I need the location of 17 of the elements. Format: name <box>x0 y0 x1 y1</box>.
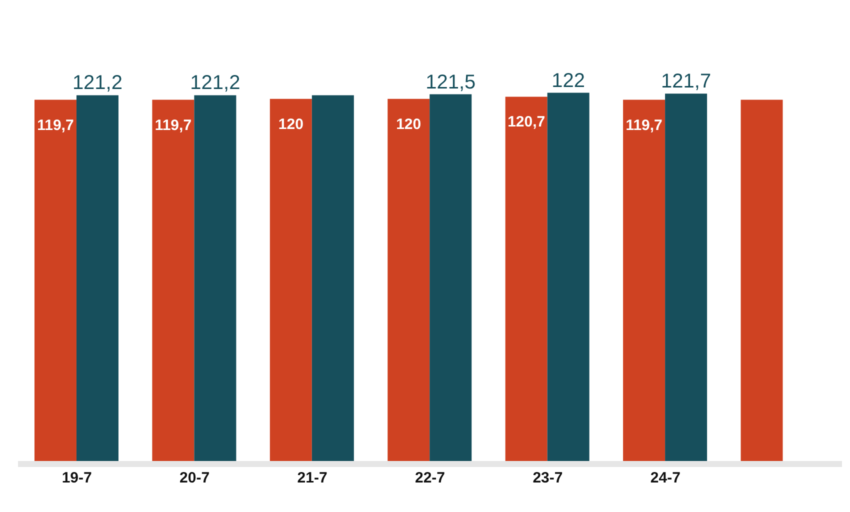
data-label: 121,2 <box>190 72 240 94</box>
data-label: 119,7 <box>37 116 74 134</box>
data-label: 122 <box>552 70 586 92</box>
x-tick-label: 22-7 <box>414 470 446 487</box>
data-label: 120 <box>396 116 422 133</box>
x-tick-label: 19-7 <box>62 470 92 487</box>
data-label: 119,7 <box>154 116 192 134</box>
data-label: 121,7 <box>661 70 712 93</box>
data-label: 120 <box>278 116 304 133</box>
x-tick-label: 23-7 <box>532 470 563 487</box>
data-label: 120,7 <box>508 114 546 131</box>
data-label: 119,7 <box>626 116 662 134</box>
x-tick-label: 24-7 <box>650 470 680 487</box>
data-label: 121,2 <box>72 72 123 94</box>
x-tick-label: 21-7 <box>297 470 328 487</box>
data-label: 121,5 <box>426 71 476 94</box>
x-tick-label: 20-7 <box>180 470 210 487</box>
